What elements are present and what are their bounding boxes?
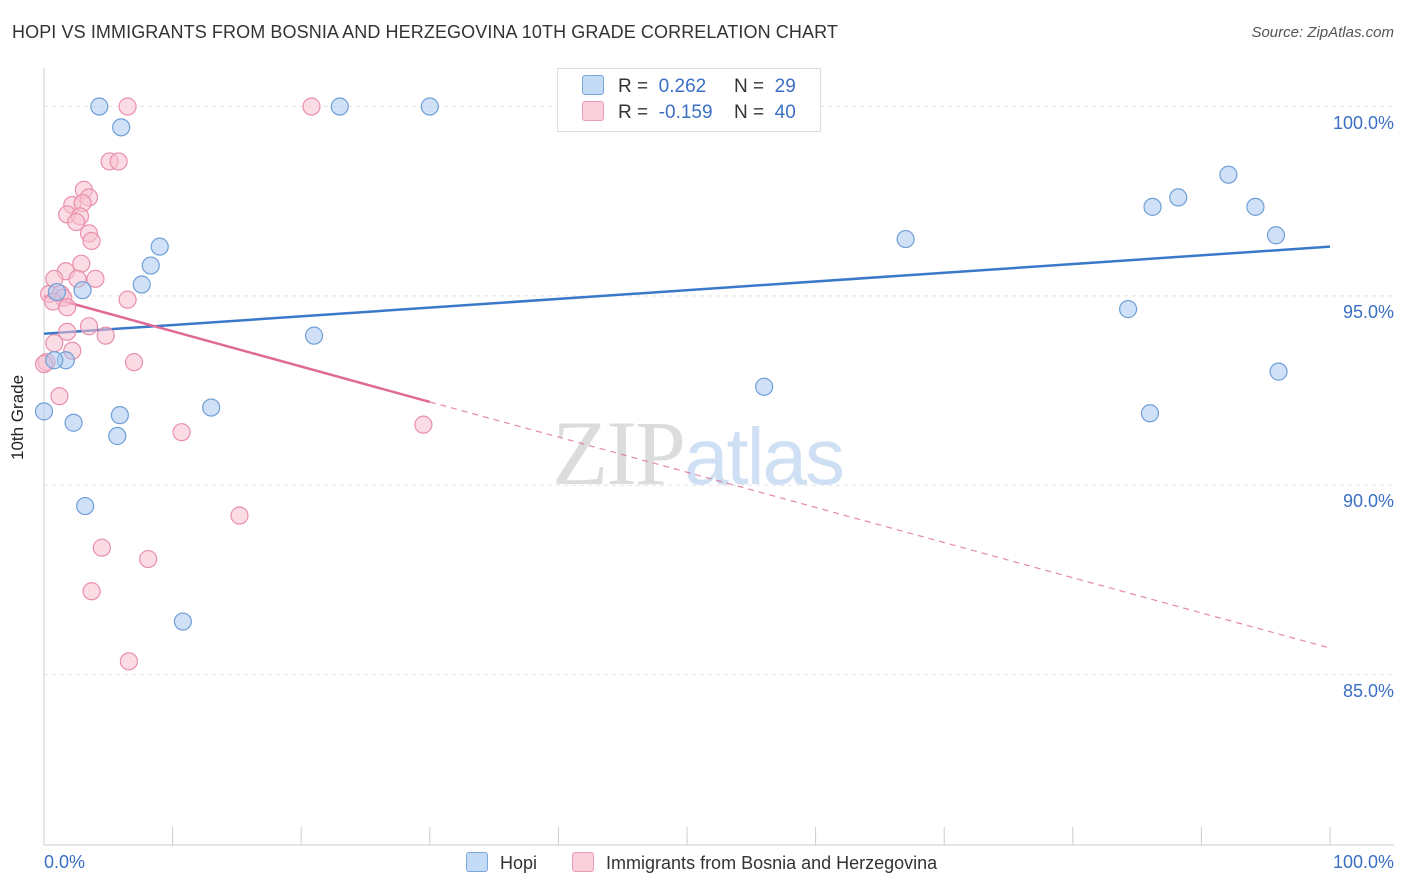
hopi-point <box>420 97 439 116</box>
bosnia-point <box>86 269 105 288</box>
bosnia-point <box>96 326 115 345</box>
bosnia-point <box>118 97 137 116</box>
hopi-point <box>1169 188 1188 207</box>
x-tick-label-min: 0.0% <box>44 852 86 872</box>
hopi-point <box>1219 165 1238 184</box>
hopi-point <box>755 377 774 396</box>
hopi-legend-label: Hopi <box>500 853 538 873</box>
bosnia-point <box>79 317 99 336</box>
hopi-point <box>76 496 95 516</box>
watermark: ZIPatlas <box>552 400 845 506</box>
bosnia-point <box>92 538 111 557</box>
hopi-point <box>896 229 915 249</box>
bosnia-point <box>139 549 158 569</box>
hopi-point <box>330 97 349 116</box>
bosnia-n-label: N = <box>733 102 765 123</box>
y-tick-label: 85.0% <box>1342 680 1394 701</box>
hopi-point <box>304 326 324 345</box>
bosnia-point <box>58 322 77 341</box>
hopi-point <box>34 402 54 421</box>
bosnia-point <box>72 254 91 273</box>
y-tick-label: 90.0% <box>1342 491 1394 512</box>
x-tick-label-max: 100.0% <box>1332 852 1394 872</box>
hopi-trend-line <box>43 245 1331 335</box>
bosnia-point <box>58 298 77 317</box>
trend-lines <box>43 245 1331 649</box>
series-legend: Hopi Immigrants from Bosnia and Herzegov… <box>466 852 967 874</box>
hopi-point <box>73 281 92 300</box>
hopi-point <box>1246 197 1265 216</box>
bosnia-legend-swatch <box>572 852 595 872</box>
bosnia-point <box>45 334 64 353</box>
bosnia-point <box>119 652 138 671</box>
correlation-legend: R = 0.262 N = 29 R = -0.159 N = 40 <box>557 68 821 132</box>
bosnia-r-label: R = <box>618 102 649 123</box>
bosnia-point <box>50 387 69 406</box>
hopi-point <box>1140 404 1160 423</box>
bosnia-r-value: -0.159 <box>658 102 713 123</box>
hopi-point <box>112 118 131 137</box>
hopi-swatch <box>582 75 604 95</box>
hopi-point <box>64 413 83 432</box>
bosnia-point <box>109 152 128 171</box>
bosnia-point <box>302 97 321 116</box>
y-axis-title: 10th Grade <box>8 374 27 460</box>
bosnia-point <box>124 353 144 372</box>
hopi-point <box>45 351 64 370</box>
bosnia-legend-label: Immigrants from Bosnia and Herzegovina <box>606 853 938 873</box>
source-label: Source: ZipAtlas.com <box>1251 24 1394 41</box>
hopi-point <box>141 256 160 275</box>
bosnia-point <box>67 212 86 232</box>
hopi-legend-swatch <box>466 852 488 872</box>
hopi-r-label: R = <box>618 76 649 97</box>
watermark-atlas: atlas <box>684 412 845 501</box>
legend-row-bosnia: R = -0.159 N = 40 <box>582 101 796 127</box>
series-legend-hopi: Hopi <box>466 852 537 874</box>
hopi-point <box>1143 197 1162 216</box>
hopi-r-value: 0.262 <box>658 76 707 97</box>
bosnia-trend-extension <box>429 401 1331 649</box>
hopi-point <box>47 282 66 302</box>
hopi-point <box>90 97 109 116</box>
hopi-n-value: 29 <box>774 76 796 97</box>
hopi-point <box>173 612 192 631</box>
hopi-point <box>150 237 169 256</box>
series-legend-bosnia: Immigrants from Bosnia and Herzegovina <box>572 852 937 874</box>
bosnia-n-value: 40 <box>774 102 796 123</box>
bosnia-point <box>172 423 191 442</box>
bosnia-point <box>230 506 249 525</box>
hopi-point <box>108 426 127 446</box>
hopi-point <box>110 406 129 425</box>
bosnia-point <box>414 415 433 434</box>
hopi-point <box>132 275 151 294</box>
data-points <box>34 97 1288 671</box>
bosnia-point <box>82 231 101 251</box>
y-tick-label: 100.0% <box>1332 112 1394 133</box>
hopi-point <box>202 398 221 417</box>
hopi-n-label: N = <box>733 76 765 97</box>
bosnia-trend-line <box>43 294 431 404</box>
bosnia-point <box>82 582 101 601</box>
chart-title: HOPI VS IMMIGRANTS FROM BOSNIA AND HERZE… <box>12 22 838 42</box>
hopi-point <box>1266 226 1286 245</box>
bosnia-swatch <box>582 101 604 121</box>
watermark-zip: ZIP <box>552 402 686 504</box>
legend-row-hopi: R = 0.262 N = 29 <box>582 75 796 101</box>
hopi-point <box>1269 362 1288 381</box>
bosnia-point <box>118 290 137 309</box>
y-tick-label: 95.0% <box>1342 301 1394 322</box>
axes <box>43 68 1394 846</box>
hopi-point <box>1118 300 1138 319</box>
gridlines <box>44 106 1394 676</box>
